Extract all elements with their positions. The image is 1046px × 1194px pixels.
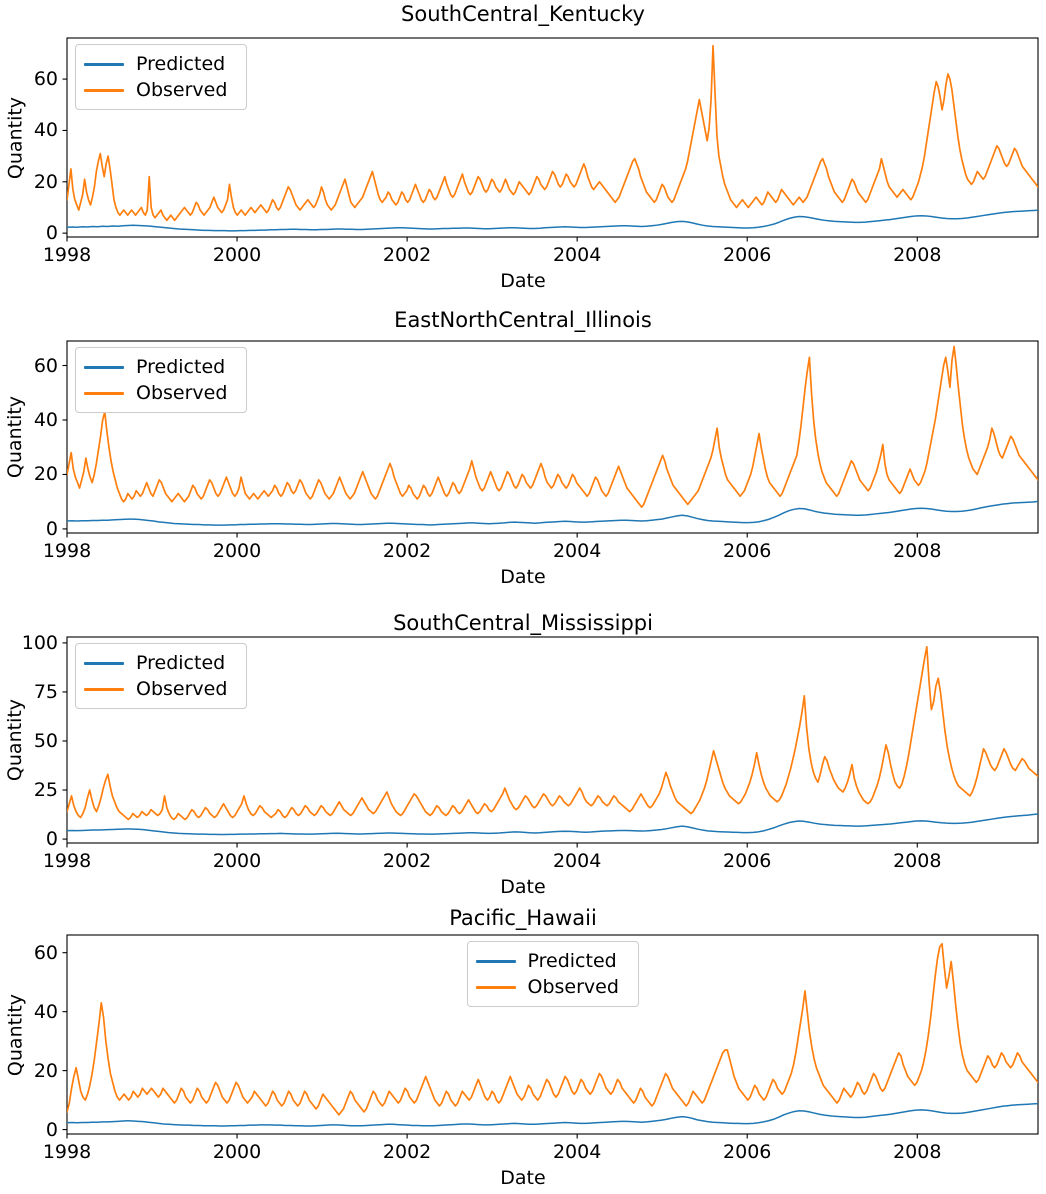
x-tick-label: 2006 <box>723 1141 772 1163</box>
legend-label: Predicted <box>527 949 617 972</box>
y-tick-label: 0 <box>45 1118 58 1141</box>
y-tick-label: 50 <box>33 729 58 752</box>
legend-label: Predicted <box>136 52 226 75</box>
x-tick-label: 2004 <box>552 244 602 266</box>
legend[interactable]: Predicted Observed <box>75 643 247 709</box>
legend-swatch-predicted-icon <box>475 959 516 963</box>
legend-item-predicted[interactable]: Predicted <box>84 354 236 380</box>
x-tick-label: 1998 <box>42 1141 92 1163</box>
y-tick-label: 60 <box>33 941 58 964</box>
x-tick-label: 2006 <box>723 850 772 872</box>
legend[interactable]: Predicted Observed <box>75 44 247 110</box>
x-tick-label: 2000 <box>212 540 262 562</box>
x-tick-label: 2004 <box>552 1141 602 1163</box>
x-tick-label: 2002 <box>382 244 432 266</box>
x-tick-label: 2004 <box>552 850 602 872</box>
legend-swatch-observed-icon <box>84 391 124 395</box>
panel-title: SouthCentral_Mississippi <box>393 611 653 635</box>
x-tick-label: 2008 <box>893 540 942 562</box>
legend-label: Observed <box>136 381 228 404</box>
x-tick-label: 2002 <box>382 850 432 872</box>
y-axis-label: Quantity <box>4 993 26 1076</box>
x-tick-label: 2008 <box>893 1141 942 1163</box>
legend-label: Observed <box>527 975 619 998</box>
legend-item-observed[interactable]: Observed <box>84 676 236 702</box>
series-line-predicted <box>67 500 1038 526</box>
x-tick-label: 2006 <box>723 540 772 562</box>
series-line-predicted <box>67 813 1038 836</box>
y-tick-label: 100 <box>21 631 58 654</box>
legend[interactable]: Predicted Observed <box>466 941 639 1007</box>
legend-label: Predicted <box>136 355 226 378</box>
y-tick-label: 40 <box>33 408 58 431</box>
x-tick-label: 1998 <box>42 850 92 872</box>
x-tick-label: 1998 <box>42 540 92 562</box>
legend-swatch-predicted-icon <box>84 365 124 369</box>
y-tick-label: 75 <box>33 680 58 703</box>
legend-label: Observed <box>136 677 228 700</box>
x-tick-label: 2000 <box>212 244 262 266</box>
legend-swatch-observed-icon <box>84 687 124 691</box>
y-tick-label: 40 <box>33 119 58 142</box>
y-tick-label: 20 <box>33 170 58 193</box>
y-tick-label: 25 <box>33 779 58 802</box>
x-tick-label: 1998 <box>42 244 92 266</box>
x-tick-label: 2002 <box>382 1141 432 1163</box>
y-tick-label: 0 <box>45 517 58 540</box>
legend[interactable]: Predicted Observed <box>75 347 247 413</box>
y-axis-label: Quantity <box>4 395 26 479</box>
x-tick-label: 2006 <box>723 244 772 266</box>
x-axis-label: Date <box>500 1167 546 1189</box>
series-line-predicted <box>67 209 1038 232</box>
legend-item-observed[interactable]: Observed <box>84 380 236 406</box>
legend-swatch-observed-icon <box>84 88 124 92</box>
legend-swatch-observed-icon <box>475 985 516 989</box>
legend-item-predicted[interactable]: Predicted <box>475 948 628 974</box>
x-axis-label: Date <box>500 270 546 292</box>
x-axis-label: Date <box>500 566 546 588</box>
y-tick-label: 20 <box>33 463 58 486</box>
y-axis-label: Quantity <box>4 698 26 782</box>
x-tick-label: 2004 <box>552 540 602 562</box>
y-tick-label: 40 <box>33 1000 58 1023</box>
legend-label: Predicted <box>136 651 226 674</box>
panel-title: EastNorthCentral_Illinois <box>394 308 652 332</box>
y-tick-label: 0 <box>45 222 58 245</box>
x-axis-label: Date <box>500 876 546 898</box>
legend-item-observed[interactable]: Observed <box>475 974 628 1000</box>
panel-title: SouthCentral_Kentucky <box>401 2 645 26</box>
legend-item-predicted[interactable]: Predicted <box>84 650 236 676</box>
legend-item-predicted[interactable]: Predicted <box>84 51 236 77</box>
y-tick-label: 20 <box>33 1059 58 1082</box>
y-tick-label: 60 <box>33 354 58 377</box>
legend-label: Observed <box>136 78 228 101</box>
y-tick-label: 0 <box>45 828 58 851</box>
y-tick-label: 60 <box>33 68 58 91</box>
legend-swatch-predicted-icon <box>84 62 124 66</box>
x-tick-label: 2000 <box>212 850 262 872</box>
panel-title: Pacific_Hawaii <box>449 906 597 930</box>
x-tick-label: 2002 <box>382 540 432 562</box>
x-tick-label: 2008 <box>893 244 942 266</box>
x-tick-label: 2000 <box>212 1141 262 1163</box>
y-axis-label: Quantity <box>4 96 26 179</box>
legend-swatch-predicted-icon <box>84 661 124 665</box>
x-tick-label: 2008 <box>893 850 942 872</box>
series-line-predicted <box>67 1102 1038 1127</box>
legend-item-observed[interactable]: Observed <box>84 77 236 103</box>
